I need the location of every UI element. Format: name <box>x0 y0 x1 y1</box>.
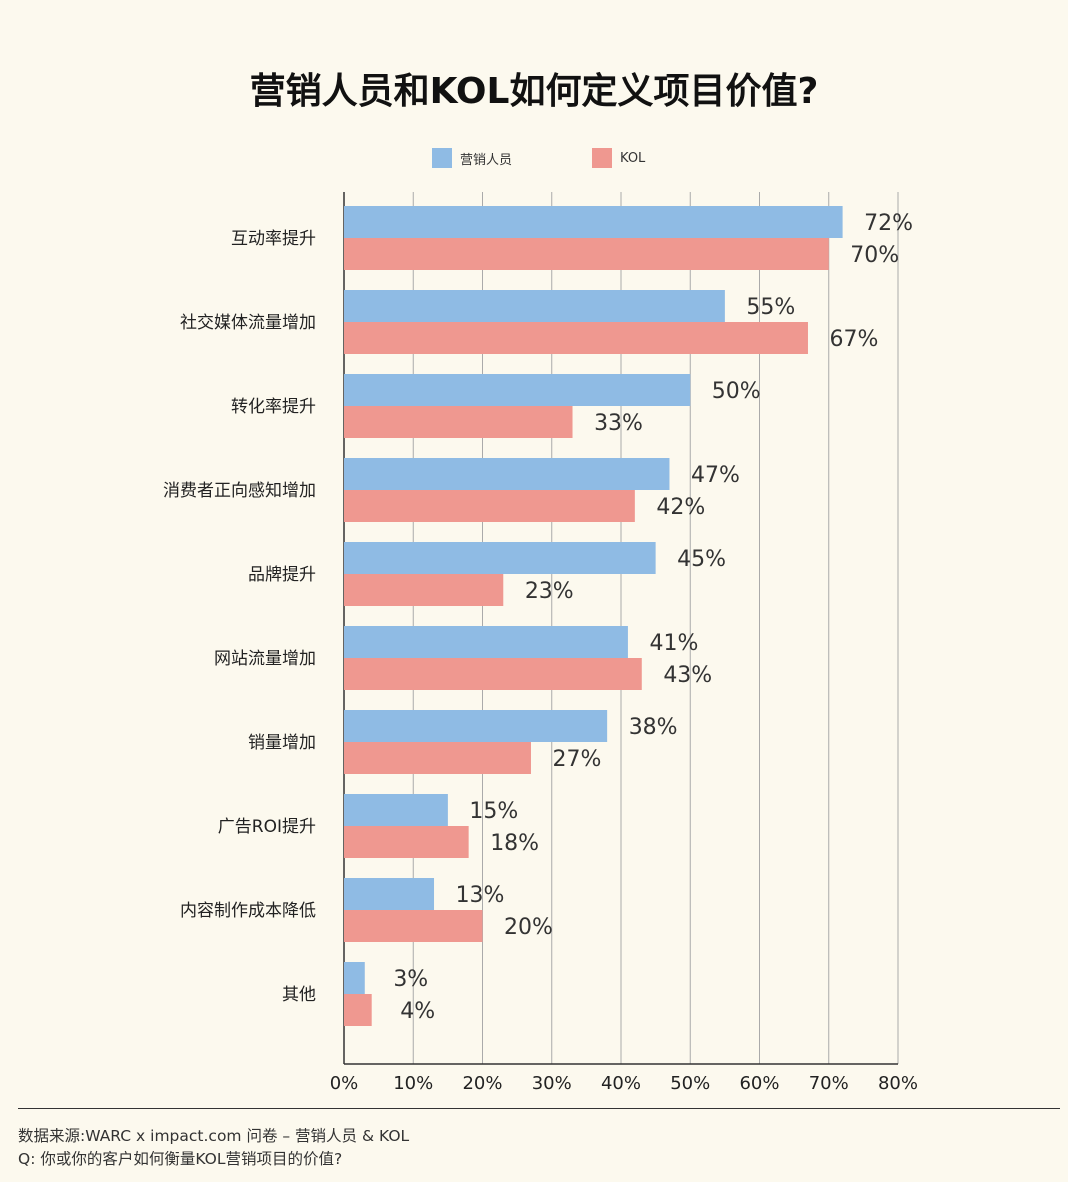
category-label: 转化率提升 <box>231 397 316 417</box>
data-label: 23% <box>525 579 574 604</box>
x-tick-label: 40% <box>601 1073 641 1094</box>
category-label: 社交媒体流量增加 <box>180 313 316 333</box>
bar-kol <box>344 910 483 942</box>
x-tick-label: 10% <box>393 1073 433 1094</box>
data-label: 15% <box>469 799 518 824</box>
bar-marketers <box>344 878 435 910</box>
legend-swatch-kol <box>592 148 612 168</box>
data-label: 47% <box>691 463 740 488</box>
legend-label-kol: KOL <box>620 150 646 166</box>
chart-title: 营销人员和KOL如何定义项目价值? <box>249 71 819 112</box>
data-label: 70% <box>850 243 899 268</box>
data-label: 13% <box>456 883 505 908</box>
question-note: Q: 你或你的客户如何衡量KOL营销项目的价值? <box>18 1150 343 1168</box>
data-label: 33% <box>594 411 643 436</box>
bar-marketers <box>344 374 691 406</box>
data-label: 67% <box>830 327 879 352</box>
bar-marketers <box>344 458 670 490</box>
source-note: 数据来源:WARC x impact.com 问卷 – 营销人员 & KOL <box>18 1127 410 1145</box>
bar-kol <box>344 994 372 1026</box>
bar-kol <box>344 490 635 522</box>
bar-marketers <box>344 290 725 322</box>
bar-marketers <box>344 626 628 658</box>
data-label: 38% <box>629 715 678 740</box>
legend-label-marketers: 营销人员 <box>460 152 513 168</box>
data-label: 20% <box>504 915 553 940</box>
bar-kol <box>344 658 642 690</box>
bar-kol <box>344 406 573 438</box>
category-label: 网站流量增加 <box>214 649 316 669</box>
x-tick-label: 20% <box>462 1073 502 1094</box>
bar-kol <box>344 574 504 606</box>
bar-marketers <box>344 542 656 574</box>
data-label: 3% <box>393 967 428 992</box>
data-label: 18% <box>490 831 539 856</box>
x-tick-label: 30% <box>532 1073 572 1094</box>
x-tick-label: 0% <box>330 1073 359 1094</box>
category-label: 广告ROI提升 <box>218 817 316 837</box>
legend-swatch-marketers <box>432 148 452 168</box>
bar-chart: 0% 10% 20% 30% 40% 50% 60% 70% 80% 互动率提升 72% 70% 社交媒… <box>163 192 918 1094</box>
data-label: 42% <box>656 495 705 520</box>
chart-legend: 营销人员 KOL <box>0 148 1068 172</box>
legend-item-marketers: 营销人员 <box>432 148 512 168</box>
category-label: 消费者正向感知增加 <box>163 481 316 501</box>
legend-item-kol: KOL <box>592 148 645 168</box>
bar-marketers <box>344 710 608 742</box>
data-label: 43% <box>663 663 712 688</box>
category-label: 品牌提升 <box>248 565 316 585</box>
data-label: 45% <box>677 547 726 572</box>
bar-kol <box>344 238 829 270</box>
category-label: 内容制作成本降低 <box>180 901 316 921</box>
category-label: 其他 <box>282 985 316 1005</box>
bar-marketers <box>344 794 448 826</box>
bar-kol <box>344 826 469 858</box>
bar-marketers <box>344 206 843 238</box>
data-label: 41% <box>649 631 698 656</box>
bar-kol <box>344 742 531 774</box>
category-label: 销量增加 <box>248 733 316 753</box>
x-tick-label: 60% <box>739 1073 779 1094</box>
data-label: 4% <box>400 999 435 1024</box>
bar-kol <box>344 322 808 354</box>
data-label: 50% <box>712 379 761 404</box>
x-tick-label: 80% <box>878 1073 918 1094</box>
bar-marketers <box>344 962 365 994</box>
footer-divider <box>18 1108 1060 1109</box>
x-tick-label: 70% <box>809 1073 849 1094</box>
x-tick-label: 50% <box>670 1073 710 1094</box>
category-label: 互动率提升 <box>231 229 316 249</box>
data-label: 72% <box>864 211 913 236</box>
data-label: 55% <box>746 295 795 320</box>
data-label: 27% <box>553 747 602 772</box>
